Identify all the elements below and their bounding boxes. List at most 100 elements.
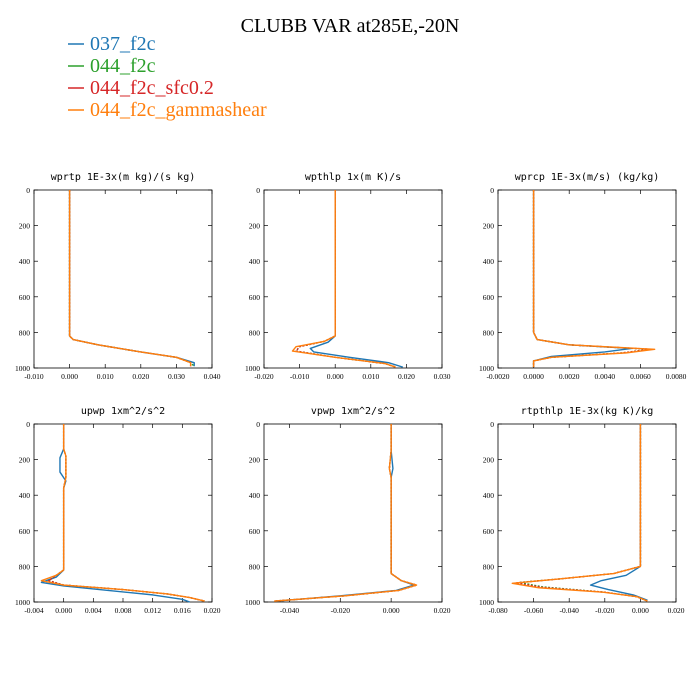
y-tick-label: 200	[483, 456, 495, 465]
series-line-037_f2c	[309, 190, 404, 368]
x-tick-label: -0.040	[280, 606, 300, 615]
x-tick-label: -0.0020	[486, 372, 509, 381]
x-tick-label: -0.010	[24, 372, 44, 381]
y-tick-label: 800	[19, 562, 31, 571]
y-tick-label: 0	[256, 186, 260, 195]
plot-frame	[497, 189, 677, 369]
y-tick-label: 800	[249, 328, 261, 337]
legend-entry: 044_f2c_sfc0.2	[68, 77, 214, 99]
y-tick-label: 600	[19, 293, 31, 302]
series-line-037_f2c	[68, 190, 195, 367]
chart-panel: vpwp 1xm^2/s^2 -0.040 -0.020 0.000 0.020 0 200…	[245, 406, 451, 615]
legend-label: 037_f2c	[90, 33, 156, 55]
series-line-044_f2c_sfc0.2	[68, 190, 192, 367]
series-line-037_f2c	[40, 424, 190, 603]
x-tick-label: 0.008	[115, 606, 132, 615]
chart-panel: rtpthlp 1E-3x(kg K)/kg -0.080 -0.060 -0.040…	[479, 406, 685, 615]
x-tick-label: 0.012	[144, 606, 161, 615]
x-tick-label: 0.020	[668, 606, 685, 615]
y-tick-label: 800	[483, 328, 495, 337]
x-tick-label: 0.000	[61, 372, 78, 381]
x-tick-label: -0.020	[254, 372, 274, 381]
legend-label: 044_f2c_gammashear	[90, 99, 267, 121]
series-line-044_f2c	[532, 190, 650, 368]
x-tick-label: 0.010	[97, 372, 114, 381]
y-tick-label: 0	[490, 186, 494, 195]
x-tick-label: -0.080	[488, 606, 508, 615]
y-tick-label: 800	[19, 328, 31, 337]
y-tick-label: 600	[19, 527, 31, 536]
series-line-044_f2c	[274, 424, 418, 602]
y-tick-label: 600	[483, 293, 495, 302]
x-tick-label: 0.000	[383, 606, 400, 615]
series-line-044_f2c	[295, 190, 396, 368]
y-tick-label: 400	[483, 257, 495, 266]
figure-title: CLUBB VAR at285E,-20N	[241, 15, 460, 37]
y-tick-label: 200	[483, 222, 495, 231]
series-line-044_f2c	[48, 424, 205, 602]
plot-frame	[497, 423, 677, 603]
plot-frame	[263, 423, 443, 603]
series-line-037_f2c	[532, 190, 633, 368]
y-tick-label: 1000	[479, 364, 494, 373]
plot-frame	[33, 189, 213, 369]
y-tick-label: 0	[490, 420, 494, 429]
x-tick-label: 0.000	[632, 606, 649, 615]
y-tick-label: 400	[249, 491, 261, 500]
x-tick-label: -0.020	[595, 606, 615, 615]
y-tick-label: 400	[483, 491, 495, 500]
y-tick-label: 600	[249, 527, 261, 536]
x-tick-label: 0.020	[204, 606, 221, 615]
series-line-037_f2c	[589, 424, 648, 601]
plot-frame	[33, 423, 213, 603]
y-tick-label: 1000	[245, 598, 260, 607]
chart-panels: wprtp 1E-3x(m kg)/(s kg) -0.010 0.000 0.010…	[15, 172, 687, 615]
x-tick-label: 0.020	[434, 606, 451, 615]
y-tick-label: 800	[483, 562, 495, 571]
chart-panel: wpthlp 1x(m K)/s -0.020 -0.010 0.000 0.010 0.…	[245, 172, 451, 381]
y-tick-label: 200	[249, 222, 261, 231]
panel-title: wprtp 1E-3x(m kg)/(s kg)	[51, 172, 196, 183]
y-tick-label: 200	[19, 222, 31, 231]
x-tick-label: 0.030	[434, 372, 451, 381]
x-tick-label: 0.0060	[630, 372, 651, 381]
series-line-044_f2c_sfc0.2	[274, 424, 418, 602]
series-line-044_f2c_sfc0.2	[532, 190, 652, 368]
y-tick-label: 1000	[15, 364, 30, 373]
y-tick-label: 200	[249, 456, 261, 465]
x-tick-label: -0.060	[524, 606, 544, 615]
legend-entry: 037_f2c	[68, 33, 156, 55]
y-tick-label: 400	[19, 257, 31, 266]
chart-panel: upwp 1xm^2/s^2 -0.004 0.000 0.004 0.008 0.012…	[15, 406, 221, 615]
x-tick-label: 0.040	[204, 372, 221, 381]
panel-title: wpthlp 1x(m K)/s	[305, 172, 401, 183]
y-tick-label: 400	[19, 491, 31, 500]
panel-title: vpwp 1xm^2/s^2	[311, 406, 395, 417]
x-tick-label: 0.0080	[666, 372, 687, 381]
x-tick-label: 0.016	[174, 606, 191, 615]
series-line-044_f2c_gammashear	[274, 424, 418, 602]
y-tick-label: 1000	[245, 364, 260, 373]
y-tick-label: 0	[256, 420, 260, 429]
x-tick-label: -0.040	[560, 606, 580, 615]
legend-label: 044_f2c	[90, 55, 156, 77]
panel-title: upwp 1xm^2/s^2	[81, 406, 165, 417]
y-tick-label: 1000	[479, 598, 494, 607]
y-tick-label: 600	[483, 527, 495, 536]
x-tick-label: 0.0040	[594, 372, 615, 381]
x-tick-label: 0.004	[85, 606, 102, 615]
series-line-044_f2c_sfc0.2	[48, 424, 205, 602]
series-line-044_f2c_gammashear	[511, 424, 648, 602]
x-tick-label: 0.010	[362, 372, 379, 381]
series-line-044_f2c_gammashear	[40, 424, 205, 602]
series-line-044_f2c	[68, 190, 195, 367]
series-line-044_f2c_gammashear	[291, 190, 396, 368]
legend-entry: 044_f2c	[68, 55, 156, 77]
x-tick-label: -0.020	[331, 606, 351, 615]
x-tick-label: 0.000	[327, 372, 344, 381]
series-line-044_f2c_gammashear	[532, 190, 656, 368]
panel-title: wprcp 1E-3x(m/s) (kg/kg)	[515, 172, 660, 183]
panel-title: rtpthlp 1E-3x(kg K)/kg	[521, 406, 653, 417]
x-tick-label: -0.004	[24, 606, 44, 615]
